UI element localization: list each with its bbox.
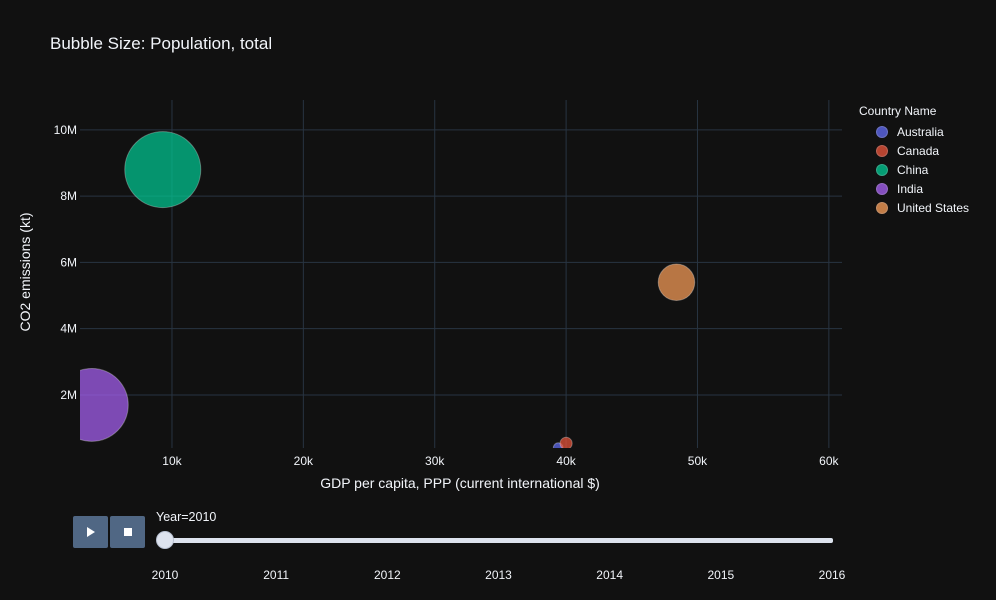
x-tick-label: 20k (294, 454, 314, 468)
x-tick-label: 40k (556, 454, 576, 468)
legend-item-united-states[interactable]: United States (859, 198, 969, 217)
y-tick-label: 10M (54, 123, 77, 137)
chart-title: Bubble Size: Population, total (50, 34, 273, 53)
bubble-united-states[interactable] (657, 263, 696, 302)
tick-labels: 10k 20k 30k 40k 50k 60k 2M 4M 6M 8M 10M (54, 123, 840, 468)
legend-marker (876, 144, 888, 157)
legend-marker (876, 163, 888, 176)
year-slider-ticks: 2010 2011 2012 2013 2014 2015 2016 (0, 568, 996, 584)
slider-tick-label[interactable]: 2014 (596, 568, 624, 582)
legend-label: China (897, 162, 929, 177)
legend-label: India (897, 181, 924, 196)
legend-label: Canada (897, 143, 940, 158)
slider-tick-label[interactable]: 2010 (151, 568, 179, 582)
x-tick-label: 50k (688, 454, 708, 468)
y-tick-label: 8M (60, 189, 77, 203)
x-tick-label: 10k (162, 454, 182, 468)
x-tick-label: 30k (425, 454, 445, 468)
slider-tick-label[interactable]: 2015 (707, 568, 735, 582)
bubble-india[interactable] (55, 368, 129, 442)
play-icon (86, 527, 95, 537)
x-tick-label: 60k (819, 454, 839, 468)
grid-lines (80, 100, 842, 448)
legend-marker (876, 125, 888, 138)
y-tick-label: 4M (60, 322, 77, 336)
stop-icon (123, 528, 132, 536)
legend-label: United States (897, 200, 970, 215)
y-tick-label: 2M (60, 388, 77, 402)
legend-title: Country Name (859, 104, 937, 118)
year-slider-rail[interactable] (165, 538, 833, 543)
legend-label: Australia (897, 124, 944, 139)
slider-tick-label[interactable]: 2012 (373, 568, 401, 582)
y-axis-label: CO2 emissions (kt) (17, 212, 33, 331)
bubble-canada[interactable] (559, 436, 573, 449)
slider-current-label: Year=2010 (156, 510, 217, 524)
slider-tick-label[interactable]: 2016 (818, 568, 846, 582)
year-slider-handle[interactable] (156, 531, 174, 549)
slider-tick-label[interactable]: 2013 (485, 568, 512, 582)
legend-item-australia[interactable]: Australia (859, 122, 969, 141)
slider-tick-label[interactable]: 2011 (263, 568, 290, 582)
legend: Country Name Australia Canada China India Un… (859, 104, 969, 217)
play-button[interactable] (73, 516, 108, 548)
legend-item-china[interactable]: China (859, 160, 969, 179)
legend-item-india[interactable]: India (859, 179, 969, 198)
bubbles-layer (55, 131, 696, 449)
legend-items: Australia Canada China India United States (859, 122, 969, 217)
y-tick-label: 6M (60, 255, 77, 269)
stop-button[interactable] (110, 516, 145, 548)
bubble-china[interactable] (124, 131, 202, 209)
legend-marker (876, 201, 888, 214)
x-axis-label: GDP per capita, PPP (current internation… (320, 475, 600, 491)
legend-marker (876, 182, 888, 195)
legend-item-canada[interactable]: Canada (859, 141, 969, 160)
